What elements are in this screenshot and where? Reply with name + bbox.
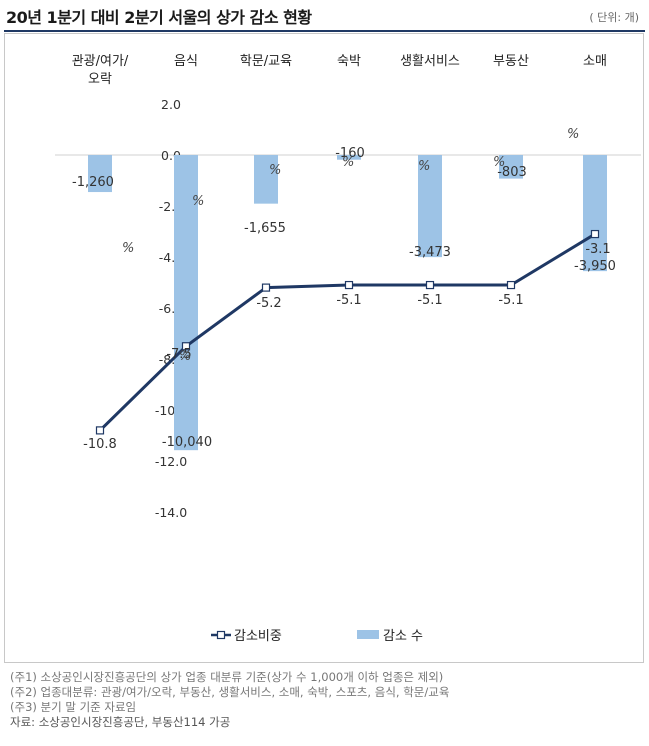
percent-mark: % bbox=[493, 155, 505, 170]
bar-4 bbox=[418, 155, 442, 258]
bar-value-label: -160 bbox=[335, 146, 365, 161]
bar-value-label: -803 bbox=[497, 165, 527, 180]
percent-mark: % bbox=[269, 163, 281, 178]
percent-mark: % bbox=[122, 241, 134, 256]
line-marker bbox=[261, 283, 271, 292]
legend-bar-swatch bbox=[357, 630, 379, 639]
category-label: 음식 bbox=[174, 54, 198, 69]
category-label: 부동산 bbox=[493, 54, 529, 69]
legend-line-marker bbox=[216, 630, 226, 640]
bar-3 bbox=[337, 155, 361, 160]
line-marker bbox=[344, 280, 354, 290]
line-value-label: -7.5 bbox=[166, 347, 191, 362]
line-value-label: -5.1 bbox=[417, 293, 442, 308]
line-marker bbox=[425, 280, 435, 290]
line-value-label: -5.1 bbox=[336, 293, 361, 308]
line-value-label: -5.2 bbox=[256, 296, 281, 311]
category-label: 소매 bbox=[583, 54, 607, 69]
category-label: 학문/교육 bbox=[240, 54, 292, 69]
bar-5 bbox=[499, 155, 523, 179]
category-label: 관광/여가/ bbox=[72, 54, 129, 69]
legend-label: 감소 수 bbox=[383, 629, 423, 644]
chart-title: 20년 1분기 대비 2분기 서울의 상가 감소 현황 bbox=[6, 8, 312, 27]
footnote-2: (주2) 업종대분류: 관광/여가/오락, 부동산, 생활서비스, 소매, 숙박… bbox=[10, 685, 450, 699]
percent-mark: % bbox=[567, 127, 579, 142]
line-value-label: -10.8 bbox=[83, 437, 117, 452]
bar-0 bbox=[88, 155, 112, 193]
bar-6 bbox=[583, 155, 607, 272]
footnotes: (주1) 소상공인시장진흥공단의 상가 업종 대분류 기준(상가 수 1,000… bbox=[10, 670, 640, 730]
line-marker bbox=[506, 280, 516, 290]
line-marker bbox=[95, 426, 105, 435]
bar-value-label: -1,655 bbox=[244, 221, 286, 236]
bar-value-label: -3,950 bbox=[574, 259, 616, 274]
line-value-label: -5.1 bbox=[498, 293, 523, 308]
chart-frame: 관광/여가/오락 음식 학문/교육 숙박 생활서비스 부동산 소매 2.0 0.0 -2.0 -4.… bbox=[4, 33, 644, 663]
category-label: 생활서비스 bbox=[400, 54, 460, 69]
category-label: 숙박 bbox=[337, 54, 361, 69]
y-tick-label: -14.0 bbox=[155, 505, 187, 520]
line-marker bbox=[181, 342, 191, 351]
bar-2 bbox=[254, 155, 278, 204]
footnote-1: (주1) 소상공인시장진흥공단의 상가 업종 대분류 기준(상가 수 1,000… bbox=[10, 670, 444, 684]
bar-value-label: -10,040 bbox=[162, 435, 212, 450]
source-note: 자료: 소상공인시장진흥공단, 부동산114 가공 bbox=[10, 715, 231, 729]
legend-label: 감소비중 bbox=[234, 629, 282, 644]
bar-1 bbox=[174, 155, 198, 451]
bar-value-label: -3,473 bbox=[409, 245, 451, 260]
footnote-3: (주3) 분기 말 기준 자료임 bbox=[10, 700, 137, 714]
unit-label: ( 단위: 개) bbox=[589, 11, 639, 24]
y-tick-label: 2.0 bbox=[161, 97, 181, 112]
y-tick-label: -12.0 bbox=[155, 454, 187, 469]
percent-mark: % bbox=[342, 155, 354, 170]
bar-value-label: -1,260 bbox=[72, 175, 114, 190]
percent-mark: % bbox=[418, 159, 430, 174]
percent-mark: % bbox=[192, 194, 204, 209]
title-divider bbox=[4, 30, 645, 32]
line-marker bbox=[590, 229, 600, 239]
percent-mark: % bbox=[179, 349, 191, 364]
category-label: 오락 bbox=[88, 72, 112, 87]
line-value-label: -3.1 bbox=[585, 242, 610, 257]
